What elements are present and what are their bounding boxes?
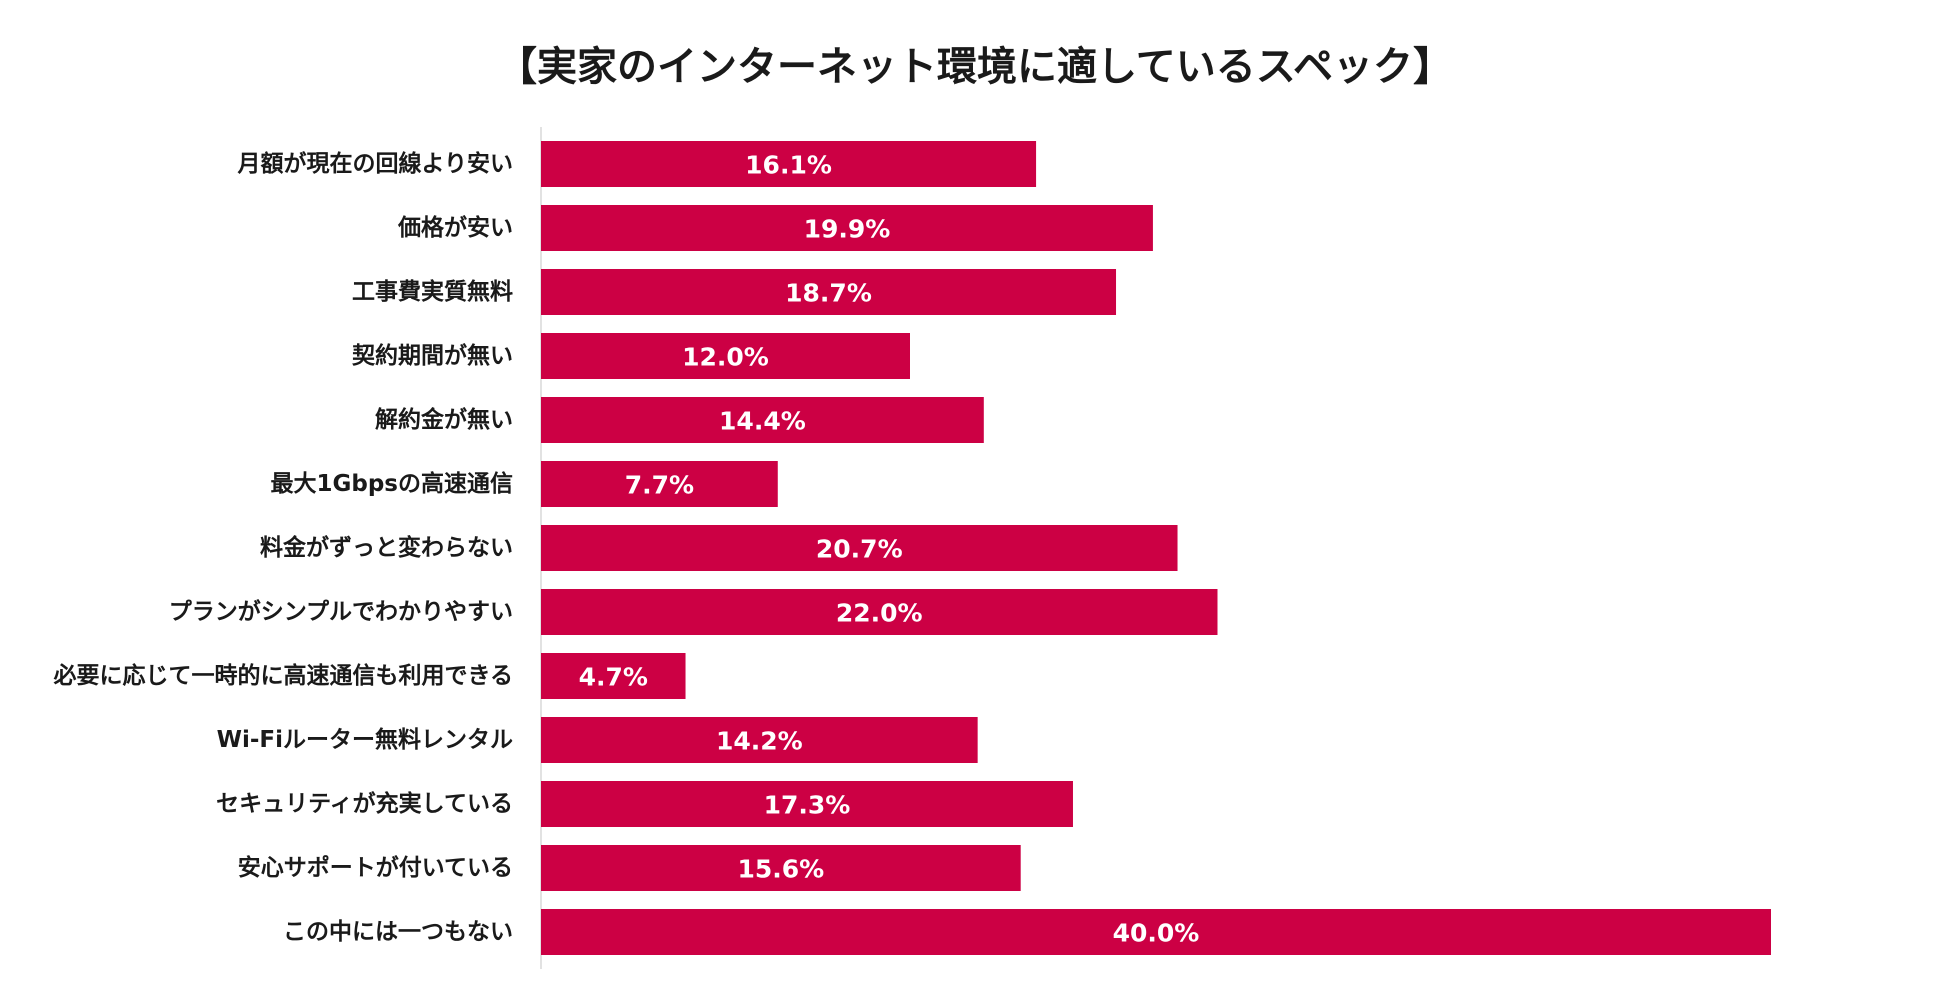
bar <box>541 397 984 443</box>
bar <box>541 845 1021 891</box>
category-label: 契約期間が無い <box>351 342 513 369</box>
data-label: 17.3% <box>764 791 851 820</box>
data-label: 16.1% <box>745 151 832 180</box>
data-label: 20.7% <box>816 535 903 564</box>
category-label: セキュリティが充実している <box>216 790 513 817</box>
bar <box>541 653 686 699</box>
bar <box>541 333 910 379</box>
category-label: この中には一つもない <box>283 919 513 945</box>
category-label: 安心サポートが付いている <box>238 854 513 881</box>
data-label: 12.0% <box>682 343 769 372</box>
data-label: 14.4% <box>719 407 806 436</box>
bar <box>541 525 1178 571</box>
category-label: Wi-Fiルーター無料レンタル <box>217 727 513 753</box>
bar <box>541 269 1117 315</box>
category-label: プランがシンプルでわかりやすい <box>169 598 513 625</box>
category-label: 工事費実質無料 <box>352 278 513 305</box>
category-label: 解約金が無い <box>375 406 513 433</box>
data-label: 4.7% <box>579 663 648 692</box>
data-label: 14.2% <box>716 727 803 756</box>
data-label: 7.7% <box>625 471 694 500</box>
data-label: 22.0% <box>836 599 923 628</box>
chart-title: 【実家のインターネット環境に適しているスペック】 <box>497 44 1453 90</box>
category-label: 必要に応じて一時的に高速通信も利用できる <box>53 662 513 689</box>
bar <box>541 205 1153 251</box>
bar <box>541 141 1037 187</box>
bar <box>541 717 978 763</box>
category-label: 最大1Gbpsの高速通信 <box>271 470 514 497</box>
bar <box>541 781 1073 827</box>
data-label: 15.6% <box>737 855 824 884</box>
data-label: 18.7% <box>785 279 872 308</box>
category-label: 月額が現在の回線より安い <box>236 150 513 177</box>
category-label: 価格が安い <box>397 214 513 241</box>
category-label: 料金がずっと変わらない <box>260 534 513 561</box>
data-label: 40.0% <box>1113 919 1200 948</box>
bars-group: 月額が現在の回線より安い 16.1% 価格が安い 19.9% 工事費実質無料 18.7% 契… <box>53 141 1771 955</box>
bar <box>541 461 778 507</box>
bar <box>541 909 1771 955</box>
data-label: 19.9% <box>804 215 891 244</box>
bar <box>541 589 1218 635</box>
